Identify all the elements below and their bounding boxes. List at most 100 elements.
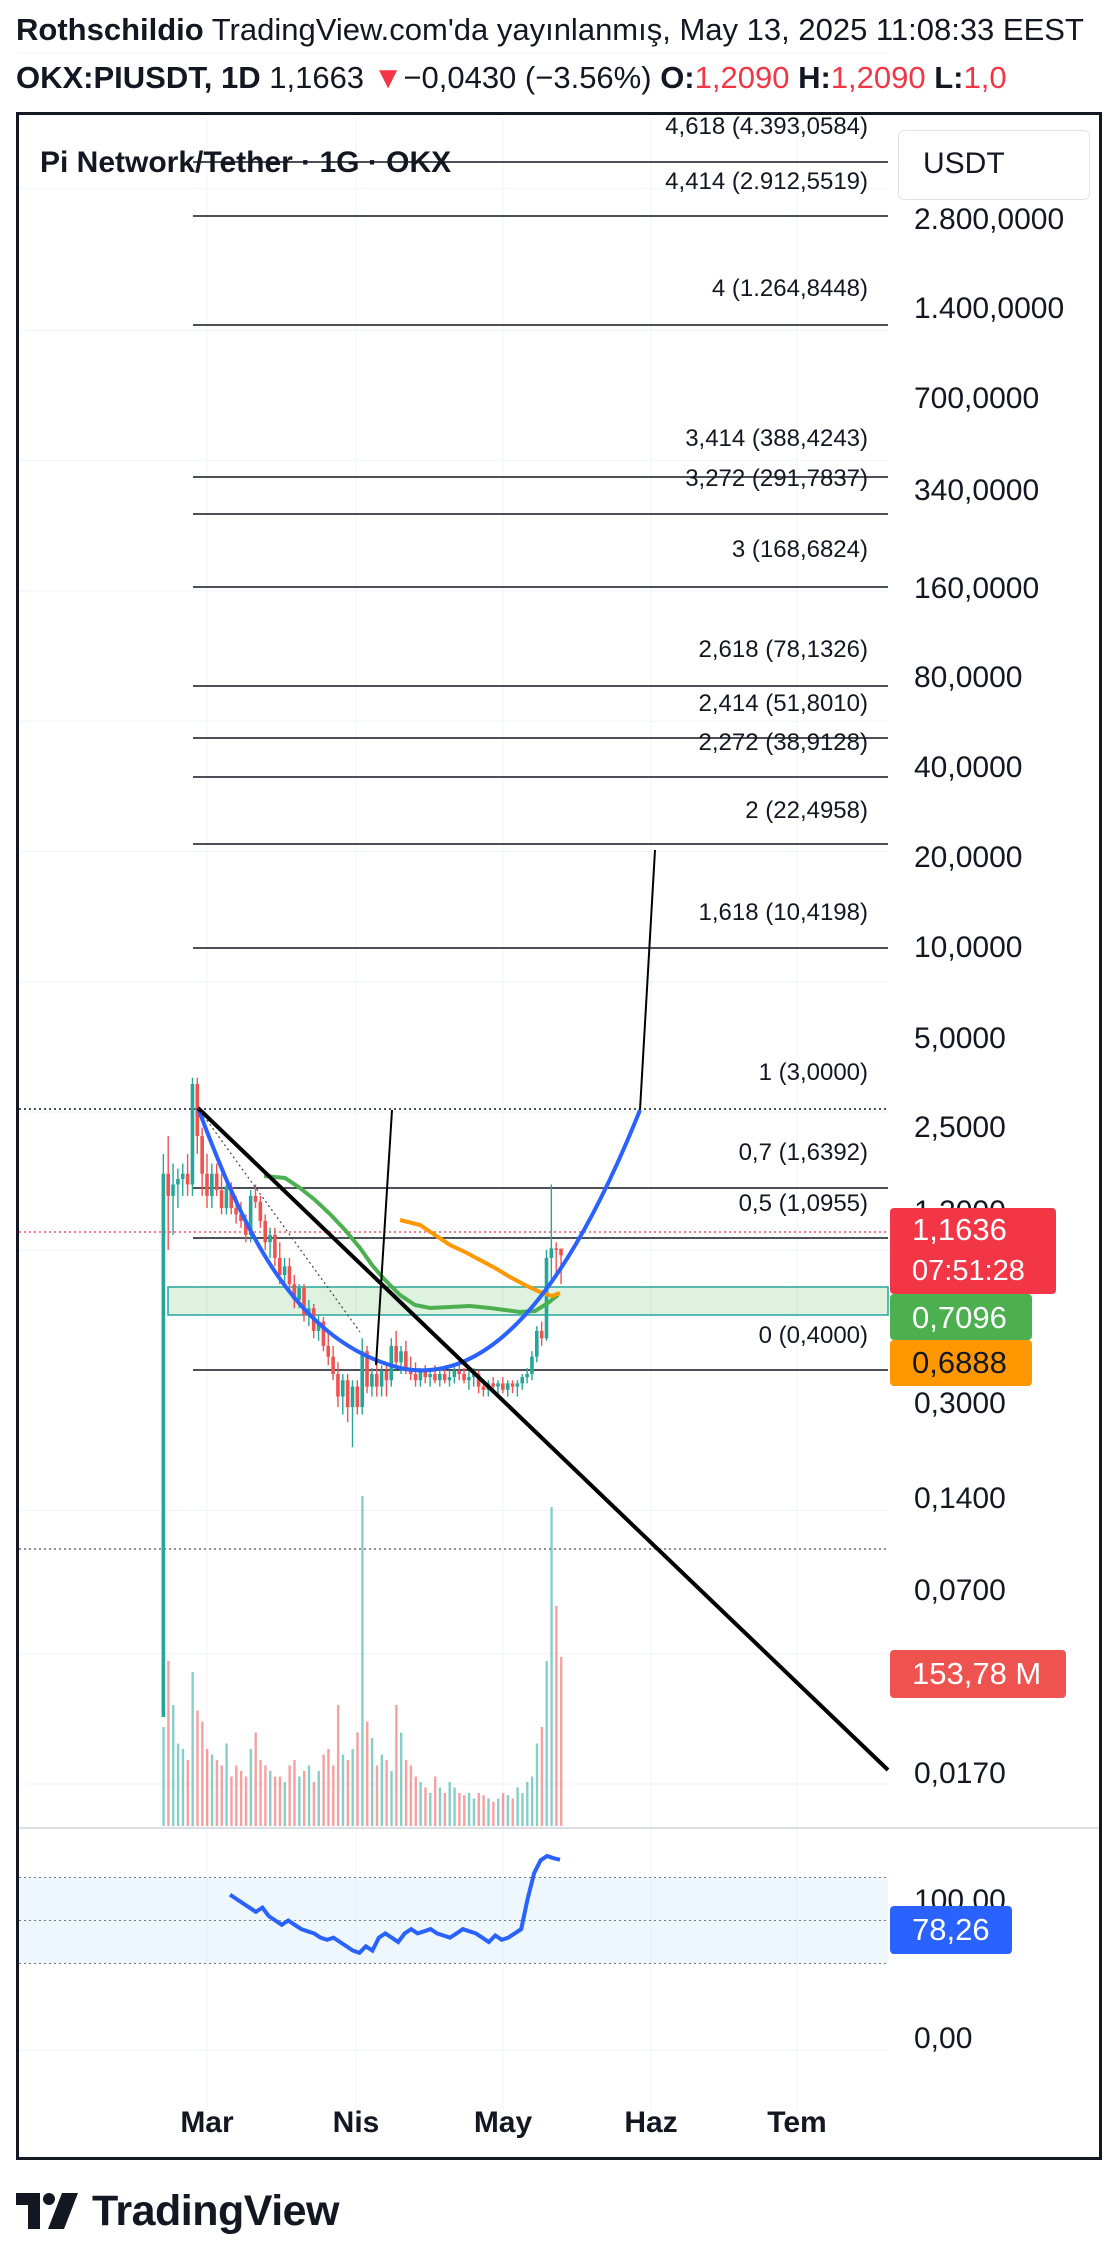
- volume-bar: [356, 1732, 359, 1826]
- low-value: 1,0: [963, 60, 1007, 95]
- candle-body: [239, 1214, 243, 1221]
- candle-body: [210, 1173, 214, 1196]
- volume-bar: [312, 1782, 316, 1826]
- volume-bar: [201, 1721, 204, 1826]
- price-axis-label: 10,0000: [914, 931, 1022, 964]
- time-axis-label: Mar: [180, 2106, 234, 2139]
- price-axis-label: 700,0000: [914, 382, 1039, 415]
- orange-ma-badge-value: 0,6888: [912, 1345, 1007, 1380]
- candle-body: [438, 1374, 442, 1381]
- volume-bar: [283, 1782, 286, 1826]
- volume-bar: [244, 1776, 248, 1826]
- volume-bar: [239, 1771, 243, 1826]
- candle-body: [166, 1173, 170, 1196]
- candle-body: [171, 1184, 175, 1196]
- candle-body: [185, 1173, 190, 1185]
- candle-body: [234, 1208, 238, 1215]
- current-price-badge: [890, 1208, 1056, 1294]
- volume-badge: [890, 1650, 1066, 1698]
- volume-bar: [560, 1656, 563, 1826]
- candle-body: [176, 1179, 180, 1185]
- fib-level-label: 3 (168,6824): [732, 536, 868, 563]
- cup-curve: [196, 1107, 642, 1373]
- rsi-badge: [890, 1906, 1012, 1954]
- volume-bar: [346, 1760, 350, 1826]
- volume-bar: [278, 1776, 282, 1826]
- candle-body: [496, 1383, 500, 1387]
- author-name[interactable]: Rothschildio: [16, 12, 204, 47]
- price-axis-label: 2.800,0000: [914, 203, 1064, 236]
- candle-body: [321, 1321, 326, 1346]
- current-price-badge-value: 1,1636: [912, 1212, 1007, 1247]
- chart-title: Pi Network/Tether · 1G · OKX: [40, 146, 452, 179]
- currency-button[interactable]: USDT: [898, 130, 1090, 200]
- fib-level-label: 0 (0,4000): [759, 1322, 868, 1349]
- countdown-timer: 07:51:28: [912, 1255, 1025, 1287]
- volume-bar: [506, 1795, 510, 1826]
- volume-bar: [317, 1771, 320, 1826]
- price-axis-label: 0,1400: [914, 1482, 1006, 1515]
- fib-level-label: 4,618 (4.393,0584): [665, 113, 868, 140]
- candle-body: [219, 1190, 224, 1209]
- volume-bar: [298, 1776, 301, 1826]
- fib-level-label: 2 (22,4958): [745, 797, 868, 824]
- moving-average-green: [263, 1174, 560, 1315]
- volume-bar: [288, 1765, 291, 1826]
- volume-bar: [409, 1765, 413, 1826]
- orange-ma-badge: [890, 1340, 1032, 1386]
- fib-level-label: 3,272 (291,7837): [685, 465, 868, 492]
- candle-body: [530, 1356, 534, 1375]
- volume-bar: [443, 1793, 447, 1826]
- volume-bar: [366, 1721, 369, 1826]
- candle-body: [520, 1377, 525, 1384]
- fib-level-label: 4,414 (2.912,5519): [665, 168, 868, 195]
- volume-bar: [429, 1793, 432, 1826]
- volume-bar: [254, 1732, 257, 1826]
- volume-bar: [424, 1787, 427, 1826]
- price-axis-label: 160,0000: [914, 572, 1039, 605]
- volume-bar: [235, 1765, 238, 1826]
- volume-bar: [322, 1754, 325, 1826]
- volume-bar: [385, 1760, 388, 1826]
- volume-bar: [472, 1798, 476, 1826]
- volume-badge-value: 153,78 M: [912, 1656, 1041, 1691]
- volume-bar: [395, 1705, 398, 1826]
- fib-level-label: 1 (3,0000): [759, 1059, 868, 1086]
- candle-body: [491, 1383, 495, 1387]
- candle-body: [452, 1371, 457, 1378]
- volume-bar: [414, 1776, 417, 1826]
- fib-level-label: 4 (1.264,8448): [712, 275, 868, 302]
- volume-bar: [458, 1793, 461, 1826]
- green-ma-badge: [890, 1294, 1032, 1340]
- volume-bar: [482, 1795, 485, 1826]
- candle-body: [462, 1374, 466, 1381]
- candle-body: [244, 1220, 248, 1235]
- candle-body: [370, 1374, 374, 1387]
- candle-body: [374, 1374, 379, 1387]
- symbol-name[interactable]: OKX:PIUSDT, 1D: [16, 60, 261, 95]
- candle-body: [525, 1374, 529, 1378]
- volume-bar: [332, 1765, 335, 1826]
- volume-bar: [191, 1672, 194, 1826]
- volume-bar: [162, 1727, 165, 1826]
- tradingview-logo[interactable]: TradingView: [16, 2186, 340, 2236]
- volume-bar: [380, 1754, 383, 1826]
- volume-bar: [327, 1749, 330, 1826]
- volume-bar: [404, 1760, 408, 1826]
- high-label: H:: [798, 60, 831, 95]
- open-label: O:: [660, 60, 695, 95]
- volume-bar: [167, 1661, 170, 1826]
- candle-body: [476, 1374, 481, 1387]
- candle-body: [336, 1374, 340, 1397]
- candle-body: [292, 1284, 297, 1300]
- candle-body: [326, 1345, 331, 1357]
- volume-bar: [273, 1776, 277, 1826]
- volume-bar: [521, 1793, 524, 1826]
- candle-body: [365, 1351, 369, 1387]
- volume-bar: [225, 1743, 228, 1826]
- green-ma-badge-value: 0,7096: [912, 1300, 1007, 1335]
- candle-body: [180, 1173, 185, 1180]
- volume-bar: [264, 1765, 267, 1826]
- volume-bar: [269, 1771, 272, 1826]
